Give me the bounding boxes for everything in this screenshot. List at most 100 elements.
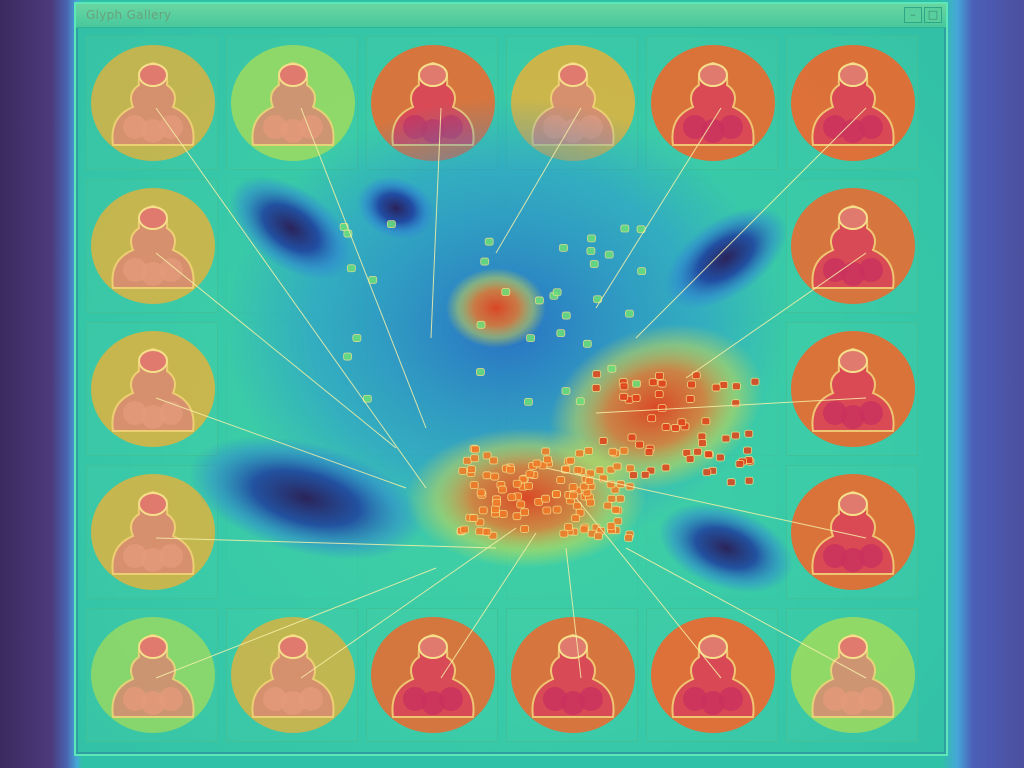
- scatter-glyph-marker: [604, 250, 614, 259]
- glyph-lobe: [561, 691, 585, 715]
- minimize-button[interactable]: –: [904, 7, 922, 23]
- window-titlebar[interactable]: Glyph Gallery – □: [76, 4, 946, 28]
- scatter-glyph-marker: [587, 234, 596, 243]
- glyph-thumbnail-image: [91, 188, 215, 304]
- glyph-lobe: [123, 258, 147, 282]
- scatter-glyph-marker: [603, 501, 613, 510]
- scatter-glyph-marker: [526, 334, 536, 343]
- scatter-glyph-marker: [661, 423, 671, 431]
- scatter-glyph-marker: [542, 506, 552, 515]
- glyph-lobe: [823, 258, 847, 282]
- thumbnail-cell[interactable]: [786, 36, 918, 170]
- scatter-glyph-marker: [631, 394, 641, 402]
- connector-line: [430, 107, 442, 339]
- glyph-head: [418, 635, 448, 659]
- scatter-glyph-marker: [368, 275, 378, 284]
- scatter-glyph-marker: [595, 466, 605, 475]
- glyph-lobe: [141, 405, 165, 429]
- scatter-glyph-marker: [573, 466, 583, 474]
- thumbnail-cell[interactable]: [786, 322, 918, 456]
- glyph-lobe: [421, 691, 445, 715]
- connector-line: [635, 107, 867, 339]
- scatter-glyph-marker: [571, 514, 580, 523]
- thumbnail-cell[interactable]: [366, 608, 498, 742]
- glyph-lobe: [859, 258, 883, 282]
- scatter-glyph-marker: [584, 446, 594, 455]
- thumbnail-cell[interactable]: [786, 465, 918, 599]
- scatter-glyph-marker: [561, 311, 571, 320]
- thumbnail-cell[interactable]: [86, 179, 218, 313]
- thumbnail-cell[interactable]: [786, 608, 918, 742]
- scatter-glyph-marker: [467, 465, 476, 474]
- glyph-head: [838, 349, 868, 373]
- scatter-glyph-marker: [524, 397, 533, 406]
- thumbnail-cell[interactable]: [506, 608, 638, 742]
- glyph-head: [278, 63, 308, 87]
- thumbnail-cell[interactable]: [226, 608, 358, 742]
- connector-line: [545, 467, 867, 539]
- glyph-lobe: [299, 687, 323, 711]
- scatter-glyph-marker: [346, 264, 356, 273]
- scatter-glyph-marker: [482, 527, 492, 536]
- scatter-glyph-marker: [564, 523, 573, 531]
- glyph-head: [838, 63, 868, 87]
- scatter-glyph-marker: [657, 379, 667, 388]
- thumbnail-cell[interactable]: [646, 608, 778, 742]
- scatter-glyph-marker: [644, 448, 654, 457]
- scatter-glyph-marker: [750, 377, 760, 386]
- glyph-lobe: [859, 544, 883, 568]
- thumbnail-cell[interactable]: [226, 36, 358, 170]
- scatter-glyph-marker: [541, 494, 550, 503]
- glyph-head: [278, 635, 308, 659]
- scatter-glyph-marker: [591, 384, 601, 392]
- connector-line: [595, 107, 722, 309]
- glyph-head: [698, 63, 728, 87]
- heat-region-cold: [189, 436, 423, 560]
- connector-line: [300, 107, 427, 429]
- scatter-glyph-marker: [629, 471, 638, 480]
- scatter-glyph-marker: [624, 534, 633, 542]
- thumbnail-cell[interactable]: [86, 36, 218, 170]
- scatter-glyph-marker: [470, 454, 480, 463]
- thumbnail-cell[interactable]: [786, 179, 918, 313]
- connector-line: [155, 567, 437, 679]
- glyph-thumbnail-image: [91, 617, 215, 733]
- maximize-button[interactable]: □: [924, 7, 942, 23]
- scatter-glyph-marker: [611, 505, 621, 514]
- glyph-thumbnail-image: [231, 45, 355, 161]
- scatter-glyph-marker: [516, 500, 526, 509]
- glyph-lobe: [123, 115, 147, 139]
- scatter-glyph-marker: [543, 455, 552, 464]
- thumbnail-cell[interactable]: [86, 608, 218, 742]
- scatter-glyph-marker: [735, 460, 745, 468]
- glyph-lobe: [683, 115, 707, 139]
- scatter-glyph-marker: [655, 371, 664, 380]
- glyph-lobe: [141, 262, 165, 286]
- glyph-lobe: [123, 687, 147, 711]
- connector-line: [595, 397, 867, 414]
- glyph-lobe: [543, 687, 567, 711]
- glyph-lobe: [141, 691, 165, 715]
- glyph-lobe: [439, 687, 463, 711]
- thumbnail-cell[interactable]: [86, 465, 218, 599]
- glyph-lobe: [719, 687, 743, 711]
- scatter-glyph-marker: [552, 505, 562, 514]
- scatter-glyph-marker: [619, 446, 629, 455]
- scatter-glyph-marker: [559, 529, 569, 538]
- scatter-glyph-marker: [541, 447, 551, 456]
- scatter-glyph-marker: [661, 463, 671, 472]
- glyph-lobe: [823, 401, 847, 425]
- glyph-lobe: [281, 691, 305, 715]
- scatter-glyph-marker: [731, 431, 740, 440]
- glyph-lobe: [403, 687, 427, 711]
- connector-line: [625, 547, 867, 679]
- scatter-glyph-marker: [592, 370, 602, 379]
- thumbnail-cell[interactable]: [86, 322, 218, 456]
- scatter-glyph-marker: [476, 320, 486, 329]
- scatter-glyph-marker: [478, 506, 488, 515]
- scatter-glyph-marker: [698, 439, 707, 448]
- scatter-glyph-marker: [579, 482, 589, 491]
- scatter-glyph-marker: [476, 488, 486, 497]
- scatter-glyph-marker: [535, 296, 544, 305]
- scatter-glyph-marker: [691, 371, 701, 380]
